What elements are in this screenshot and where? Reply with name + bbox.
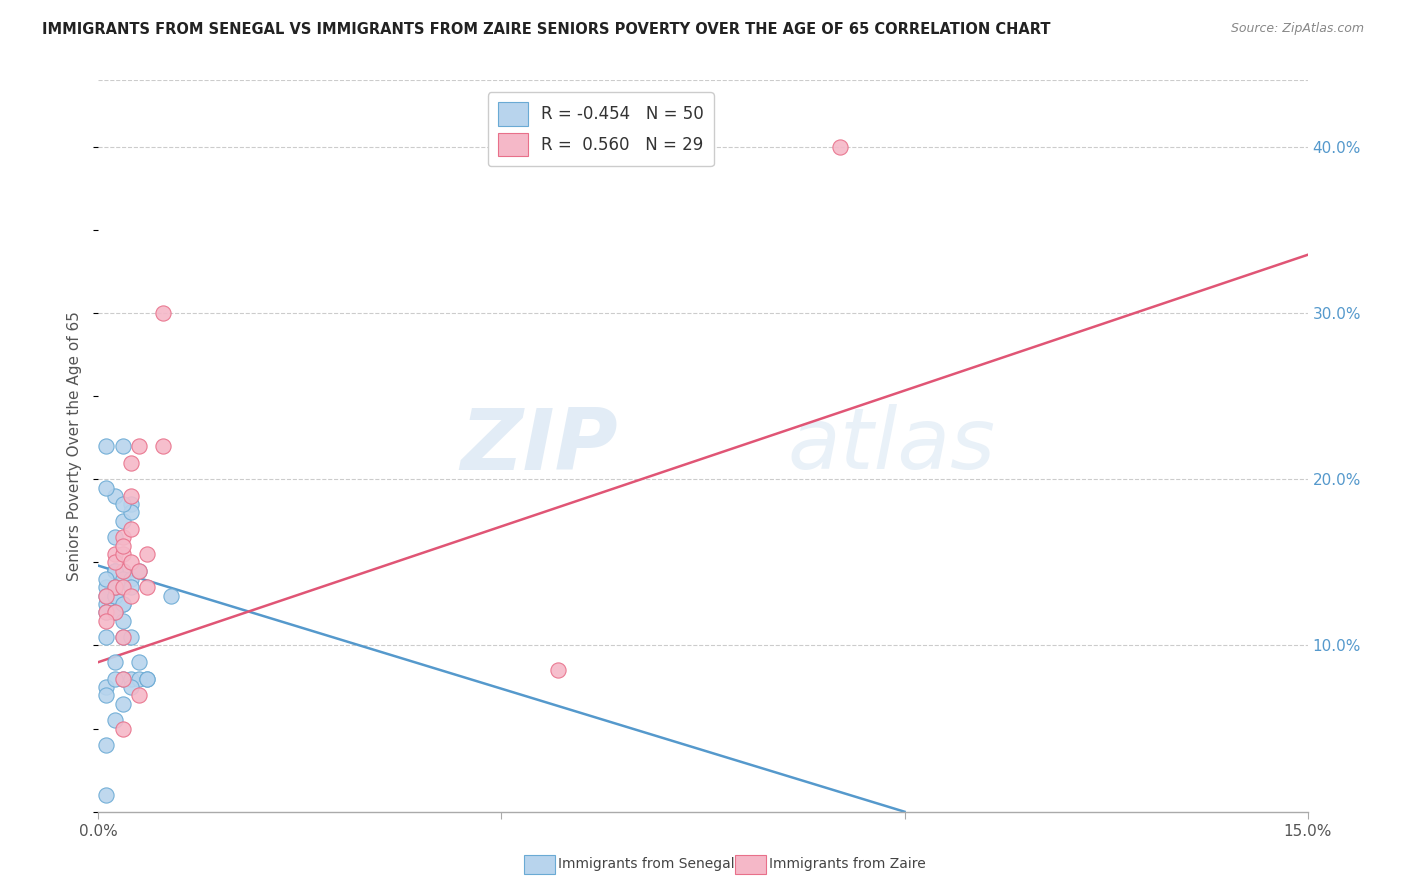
Point [111,672,134,686]
Point [96,605,118,619]
Point [128,564,150,578]
Y-axis label: Seniors Poverty Over the Age of 65: Seniors Poverty Over the Age of 65 [67,311,83,581]
Point [547,664,569,678]
Point [103,589,125,603]
Point [828,140,851,154]
Point [111,597,134,611]
Point [103,589,125,603]
Point [111,672,134,686]
Point [103,605,125,619]
Legend: R = -0.454   N = 50, R =  0.560   N = 29: R = -0.454 N = 50, R = 0.560 N = 29 [488,92,714,166]
Point [120,522,142,536]
Point [103,714,125,728]
Point [96,481,118,495]
Point [103,605,125,619]
Point [96,580,118,594]
Point [111,630,134,644]
Point [103,547,125,561]
Text: atlas: atlas [787,404,995,488]
Point [111,630,134,644]
Point [128,564,150,578]
Point [120,680,142,694]
Point [103,489,125,503]
Point [103,555,125,569]
Point [120,506,142,520]
Point [111,439,134,453]
Point [111,547,134,561]
Point [120,672,142,686]
Point [111,597,134,611]
Text: ZIP: ZIP [461,404,619,488]
Point [96,614,118,628]
Point [111,530,134,544]
Point [103,605,125,619]
Point [120,572,142,586]
Point [111,539,134,553]
Text: Source: ZipAtlas.com: Source: ZipAtlas.com [1230,22,1364,36]
Point [96,589,118,603]
Point [103,589,125,603]
Point [96,439,118,453]
Point [96,605,118,619]
Point [103,564,125,578]
Point [103,580,125,594]
Point [120,489,142,503]
Point [111,497,134,511]
Point [128,439,150,453]
Point [120,456,142,470]
Text: IMMIGRANTS FROM SENEGAL VS IMMIGRANTS FROM ZAIRE SENIORS POVERTY OVER THE AGE OF: IMMIGRANTS FROM SENEGAL VS IMMIGRANTS FR… [42,22,1050,37]
Point [120,589,142,603]
Point [111,572,134,586]
Point [135,672,157,686]
Point [120,630,142,644]
Point [160,589,183,603]
Point [111,580,134,594]
Point [111,564,134,578]
Point [96,689,118,703]
Point [120,555,142,569]
Point [120,497,142,511]
Point [135,547,157,561]
Point [152,439,174,453]
Point [128,655,150,669]
Point [120,580,142,594]
Point [96,788,118,802]
Point [135,580,157,594]
Point [103,564,125,578]
Point [111,697,134,711]
Point [96,597,118,611]
Point [103,672,125,686]
Text: Immigrants from Zaire: Immigrants from Zaire [769,857,925,871]
Point [128,672,150,686]
Point [103,580,125,594]
Point [128,689,150,703]
Text: Immigrants from Senegal: Immigrants from Senegal [558,857,735,871]
Point [96,680,118,694]
Point [111,564,134,578]
Point [111,514,134,528]
Point [96,589,118,603]
Point [103,564,125,578]
Point [96,738,118,752]
Point [96,630,118,644]
Point [152,306,174,320]
Point [135,672,157,686]
Point [111,614,134,628]
Point [103,655,125,669]
Point [103,530,125,544]
Point [96,572,118,586]
Point [111,722,134,736]
